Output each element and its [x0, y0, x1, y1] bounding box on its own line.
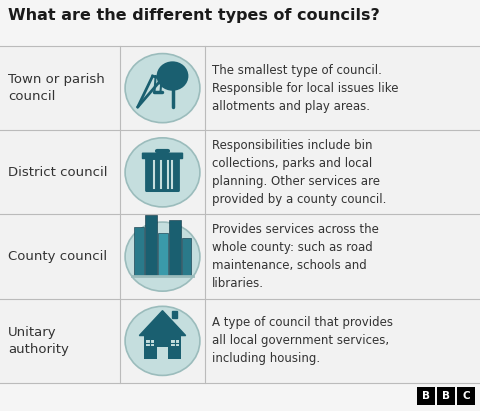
Text: Provides services across the
whole county: such as road
maintenance, schools and: Provides services across the whole count…: [212, 223, 379, 290]
Text: Town or parish
council: Town or parish council: [8, 73, 105, 103]
FancyBboxPatch shape: [144, 335, 181, 359]
FancyBboxPatch shape: [142, 152, 183, 159]
Polygon shape: [172, 311, 177, 318]
Text: A type of council that provides
all local government services,
including housing: A type of council that provides all loca…: [212, 316, 393, 365]
FancyBboxPatch shape: [145, 215, 157, 276]
Text: C: C: [462, 391, 470, 401]
Text: What are the different types of councils?: What are the different types of councils…: [8, 8, 380, 23]
Ellipse shape: [125, 53, 200, 122]
Text: B: B: [422, 391, 430, 401]
Ellipse shape: [125, 222, 200, 291]
Text: County council: County council: [8, 250, 107, 263]
FancyBboxPatch shape: [169, 220, 180, 276]
FancyBboxPatch shape: [171, 340, 179, 346]
Polygon shape: [139, 311, 186, 335]
Ellipse shape: [156, 61, 188, 91]
Text: Unitary
authority: Unitary authority: [8, 326, 69, 356]
Ellipse shape: [125, 138, 200, 207]
Text: B: B: [442, 391, 450, 401]
Ellipse shape: [125, 306, 200, 375]
Text: Responsibilities include bin
collections, parks and local
planning. Other servic: Responsibilities include bin collections…: [212, 139, 386, 206]
FancyBboxPatch shape: [0, 215, 480, 299]
FancyBboxPatch shape: [145, 157, 180, 192]
FancyBboxPatch shape: [0, 46, 480, 130]
FancyBboxPatch shape: [157, 347, 168, 359]
FancyBboxPatch shape: [146, 340, 154, 346]
Text: The smallest type of council.
Responsible for local issues like
allotments and p: The smallest type of council. Responsibl…: [212, 64, 398, 113]
FancyBboxPatch shape: [158, 233, 168, 276]
FancyBboxPatch shape: [457, 387, 475, 405]
FancyBboxPatch shape: [0, 130, 480, 215]
FancyBboxPatch shape: [437, 387, 455, 405]
FancyBboxPatch shape: [181, 238, 191, 276]
Text: District council: District council: [8, 166, 108, 179]
FancyBboxPatch shape: [0, 299, 480, 383]
FancyBboxPatch shape: [134, 227, 144, 276]
FancyBboxPatch shape: [417, 387, 435, 405]
